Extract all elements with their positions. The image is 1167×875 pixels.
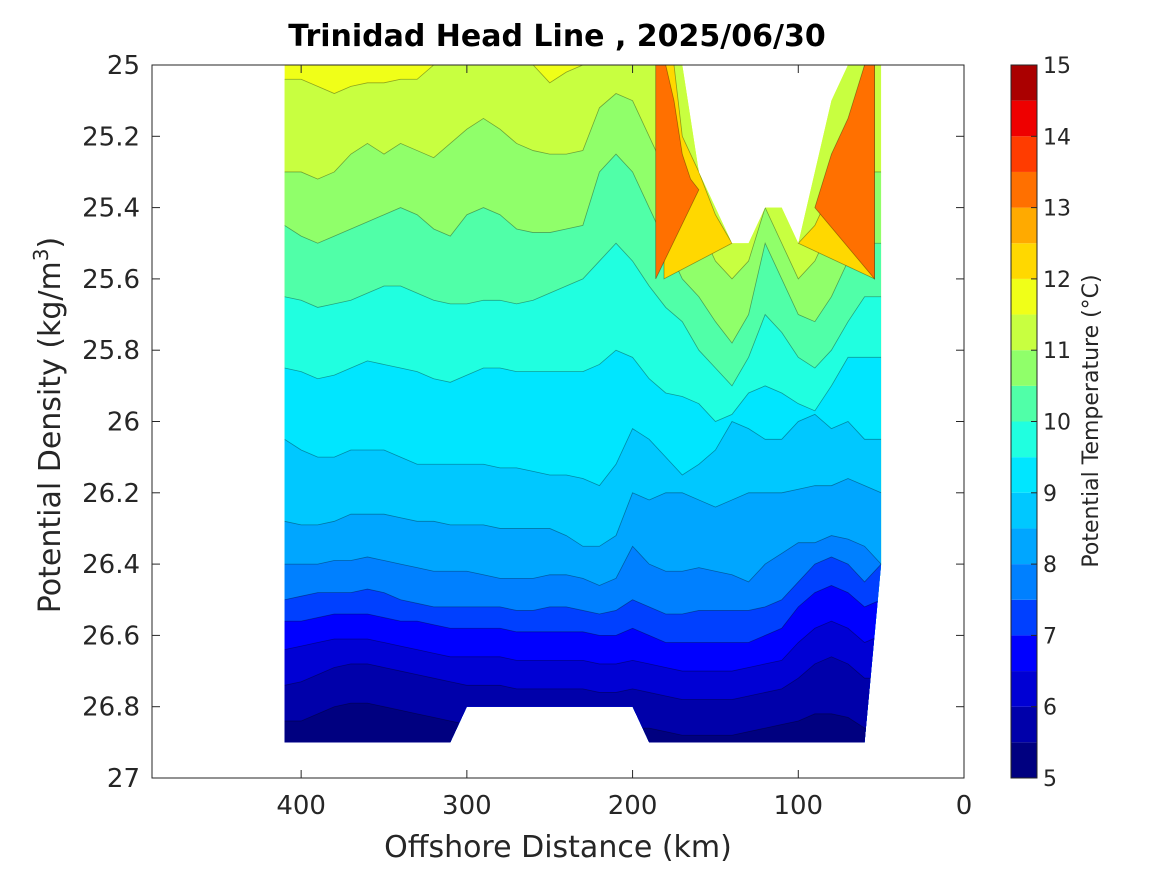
colorbar-tick-label: 10: [1043, 411, 1071, 436]
y-tick-label: 26.8: [82, 693, 140, 723]
colorbar-tick-label: 7: [1043, 624, 1057, 649]
colorbar-segment: [1011, 421, 1037, 458]
isotherm-line: [284, 242, 882, 387]
y-axis: 25 25.2 25.4 25.6 25.8 26 26.2 26.4 26.6 26.8 27: [82, 51, 964, 794]
isotherm-line: [284, 349, 882, 422]
colorbar-segment: [1011, 171, 1037, 208]
warm-band: [655, 65, 700, 280]
colorbar-segment: [1011, 65, 1037, 101]
y-tick-label: 25: [107, 51, 140, 81]
y-tick-label: 25.6: [82, 265, 140, 295]
colorbar-segment: [1011, 671, 1037, 707]
colorbar-segment: [1011, 350, 1037, 386]
y-tick-label: 27: [107, 764, 140, 794]
x-tick-label: 100: [773, 791, 823, 821]
isotherm-line: [284, 585, 882, 643]
colorbar-segment: [1011, 207, 1037, 244]
x-tick-label: 400: [276, 791, 326, 821]
colorbar-tick-label: 6: [1043, 696, 1057, 721]
colorbar-segment: [1011, 243, 1037, 279]
isotherm-line: [284, 478, 882, 547]
colorbar-segment: [1011, 528, 1037, 565]
isotherm-line: [284, 556, 882, 615]
colorbar-segment: [1011, 742, 1037, 778]
y-axis-title: Potential Density (kg/m3): [29, 237, 68, 613]
colorbar-segment: [1011, 314, 1037, 351]
colorbar: 5 6 7 8 9 10 11 12 13 14 15: [1010, 54, 1071, 792]
y-tick-label: 25.8: [82, 336, 140, 366]
isotherm-line: [284, 153, 882, 344]
temperature-field: [284, 65, 882, 743]
y-axis-title-close: ): [33, 237, 68, 249]
colorbar-segment: [1011, 492, 1037, 529]
y-tick-label: 25.2: [82, 122, 140, 152]
y-tick-label: 26: [107, 408, 140, 438]
colorbar-segment: [1011, 278, 1037, 315]
colorbar-tick-label: 5: [1043, 767, 1057, 792]
colorbar-tick-label: 8: [1043, 553, 1057, 578]
colorbar-segment: [1011, 100, 1037, 137]
colorbar-tick-label: 15: [1043, 54, 1071, 79]
x-axis: 400 300 200 100 0: [276, 65, 972, 821]
x-tick-label: 300: [442, 791, 492, 821]
isotherm-line: [284, 620, 882, 672]
colorbar-tick-label: 13: [1043, 197, 1071, 222]
colorbar-title: Potential Temperature (°C): [1079, 274, 1104, 567]
colorbar-segment: [1011, 457, 1037, 493]
isotherm-line: [284, 65, 882, 94]
y-tick-label: 26.6: [82, 621, 140, 651]
isotherm-line: [284, 93, 882, 280]
y-tick-label: 26.2: [82, 479, 140, 509]
x-axis-title: Offshore Distance (km): [384, 830, 732, 865]
colorbar-segment: [1011, 385, 1037, 422]
warm-band: [814, 65, 875, 281]
colorbar-segment: [1011, 564, 1037, 600]
chart-title: Trinidad Head Line , 2025/06/30: [288, 19, 825, 54]
colorbar-segment: [1011, 599, 1037, 636]
colorbar-segment: [1011, 635, 1037, 672]
colorbar-segment: [1011, 706, 1037, 743]
colorbar-tick-label: 14: [1043, 125, 1071, 150]
y-tick-label: 25.4: [82, 194, 140, 224]
temperature-band: [284, 703, 882, 743]
y-axis-title-superscript: 3: [29, 248, 53, 261]
y-axis-title-main: Potential Density (kg/m: [33, 261, 68, 613]
x-tick-label: 200: [608, 791, 658, 821]
colorbar-tick-label: 11: [1043, 339, 1071, 364]
isotherm-line: [284, 413, 882, 487]
colorbar-tick-label: 9: [1043, 482, 1057, 507]
isotherm-line: [284, 656, 882, 700]
y-tick-label: 26.4: [82, 550, 140, 580]
colorbar-tick-label: 12: [1043, 268, 1071, 293]
x-tick-label: 0: [956, 791, 973, 821]
isotherm-line: [284, 535, 882, 586]
colorbar-segment: [1011, 136, 1037, 172]
